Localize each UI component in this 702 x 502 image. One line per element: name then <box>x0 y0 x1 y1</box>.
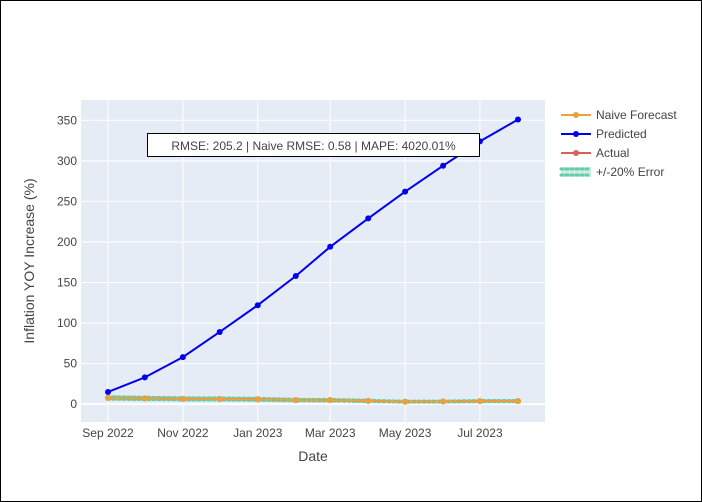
y-tick-label: 300 <box>57 154 77 168</box>
x-tick-label: Sep 2022 <box>82 426 134 440</box>
data-point <box>254 302 261 309</box>
data-point <box>440 162 447 169</box>
x-tick-label: Jul 2023 <box>457 426 503 440</box>
y-tick-label: 250 <box>57 194 77 208</box>
y-tick-label: 50 <box>64 357 78 371</box>
x-tick-labels: Sep 2022 Nov 2022 Jan 2023 Mar 2023 May 2023… <box>82 426 503 440</box>
data-point <box>292 397 299 404</box>
legend-label: Actual <box>596 146 629 160</box>
data-point <box>254 396 261 403</box>
x-tick-label: Jan 2023 <box>233 426 283 440</box>
data-point <box>216 395 223 402</box>
series-line <box>107 396 518 403</box>
data-point <box>141 395 148 402</box>
data-point <box>515 116 521 123</box>
data-point <box>440 398 447 405</box>
legend-marker <box>573 112 579 118</box>
series-line <box>107 118 519 393</box>
y-tick-label: 100 <box>57 316 77 330</box>
annotation-text: RMSE: 205.2 | Naive RMSE: 0.58 | MAPE: 4… <box>171 139 456 153</box>
data-point <box>327 397 334 404</box>
series-lines <box>105 116 521 405</box>
legend-label: Naive Forecast <box>596 108 677 122</box>
y-tick-label: 150 <box>57 275 77 289</box>
data-point <box>515 398 521 405</box>
annotation-box <box>147 133 480 157</box>
legend-marker <box>573 131 579 137</box>
data-point <box>365 397 372 404</box>
legend-label: +/-20% Error <box>596 165 664 179</box>
legend-label: Predicted <box>596 127 647 141</box>
legend-item: Naive Forecast <box>561 108 677 122</box>
data-point <box>141 374 148 381</box>
data-point <box>402 188 409 195</box>
data-point <box>179 354 186 361</box>
x-axis-title: Date <box>298 448 328 464</box>
data-point <box>327 243 334 250</box>
x-tick-label: Mar 2023 <box>305 426 356 440</box>
data-point <box>292 273 299 280</box>
data-point <box>402 398 409 405</box>
y-tick-label: 0 <box>70 397 77 411</box>
legend-band-fill <box>561 167 591 177</box>
legend-item: Actual <box>561 146 629 160</box>
y-tick-label: 200 <box>57 235 77 249</box>
data-point <box>179 395 186 402</box>
series-predicted <box>105 116 521 395</box>
legend: Naive Forecast Predicted Actual +/-20% Erro… <box>559 108 677 179</box>
legend-item: +/-20% Error <box>559 165 664 179</box>
data-point <box>105 394 111 401</box>
legend-item: Predicted <box>561 127 647 141</box>
data-point <box>105 388 111 395</box>
legend-marker <box>573 150 579 156</box>
x-tick-label: May 2023 <box>379 426 432 440</box>
data-point <box>365 215 372 222</box>
series-naive-forecast <box>105 394 521 405</box>
y-axis-title: Inflation YOY Increase (%) <box>21 178 37 343</box>
y-tick-label: 350 <box>57 113 77 127</box>
y-tick-labels: 0 50 100 150 200 250 300 350 <box>57 113 77 411</box>
data-point <box>216 328 223 335</box>
data-point <box>476 398 483 405</box>
metrics-annotation: RMSE: 205.2 | Naive RMSE: 0.58 | MAPE: 4… <box>147 133 480 157</box>
x-tick-label: Nov 2022 <box>157 426 209 440</box>
